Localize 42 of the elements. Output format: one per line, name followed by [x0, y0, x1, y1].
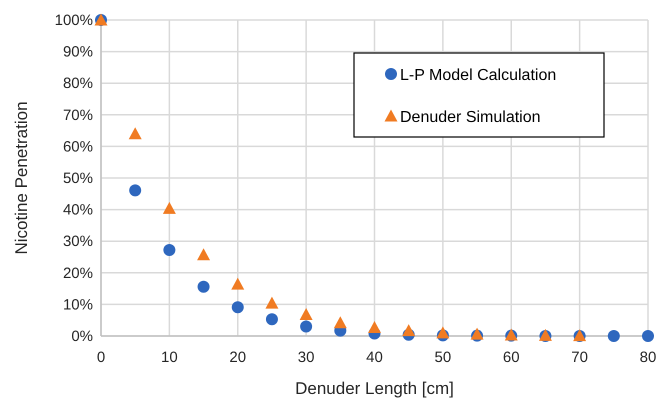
y-tick-label: 0% — [71, 328, 93, 345]
y-tick-label: 50% — [62, 170, 93, 187]
y-tick-label: 60% — [62, 138, 93, 156]
x-tick-label: 30 — [298, 349, 314, 366]
y-tick-label: 100% — [54, 12, 93, 29]
point — [334, 316, 347, 328]
y-tick-label: 80% — [62, 75, 93, 92]
x-tick-label: 0 — [96, 349, 106, 366]
y-tick-label: 90% — [62, 44, 93, 61]
x-tick-label: 10 — [161, 349, 178, 366]
y-tick-label: 20% — [62, 264, 93, 282]
point — [197, 248, 210, 260]
point — [300, 320, 312, 333]
point — [231, 278, 244, 290]
y-tick-label: 40% — [62, 202, 93, 219]
point — [129, 184, 142, 196]
y-axis-title: Nicotine Penetration — [12, 101, 31, 255]
point — [300, 308, 313, 320]
point — [198, 280, 210, 293]
point — [436, 326, 450, 338]
point — [163, 244, 176, 256]
point — [162, 202, 176, 214]
x-tick-label: 60 — [502, 349, 520, 366]
y-tick-label: 30% — [62, 233, 93, 250]
point — [128, 127, 142, 140]
x-tick-label: 40 — [366, 349, 383, 366]
x-tick-label: 80 — [640, 349, 656, 366]
point — [266, 313, 278, 326]
x-axis-title: Denuder Length [cm] — [295, 379, 454, 398]
x-tick-label: 50 — [434, 349, 452, 366]
point — [608, 330, 620, 342]
point — [642, 330, 654, 342]
y-tick-label: 70% — [62, 106, 93, 124]
point — [368, 320, 381, 333]
point — [402, 324, 416, 336]
point — [265, 296, 278, 309]
legend-label: Denuder Simulation — [400, 109, 541, 126]
legend-label: L-P Model Calculation — [400, 67, 556, 84]
x-tick-label: 70 — [571, 349, 588, 366]
y-tick-label: 10% — [62, 296, 93, 314]
point — [232, 301, 244, 314]
x-tick-label: 20 — [229, 349, 246, 366]
